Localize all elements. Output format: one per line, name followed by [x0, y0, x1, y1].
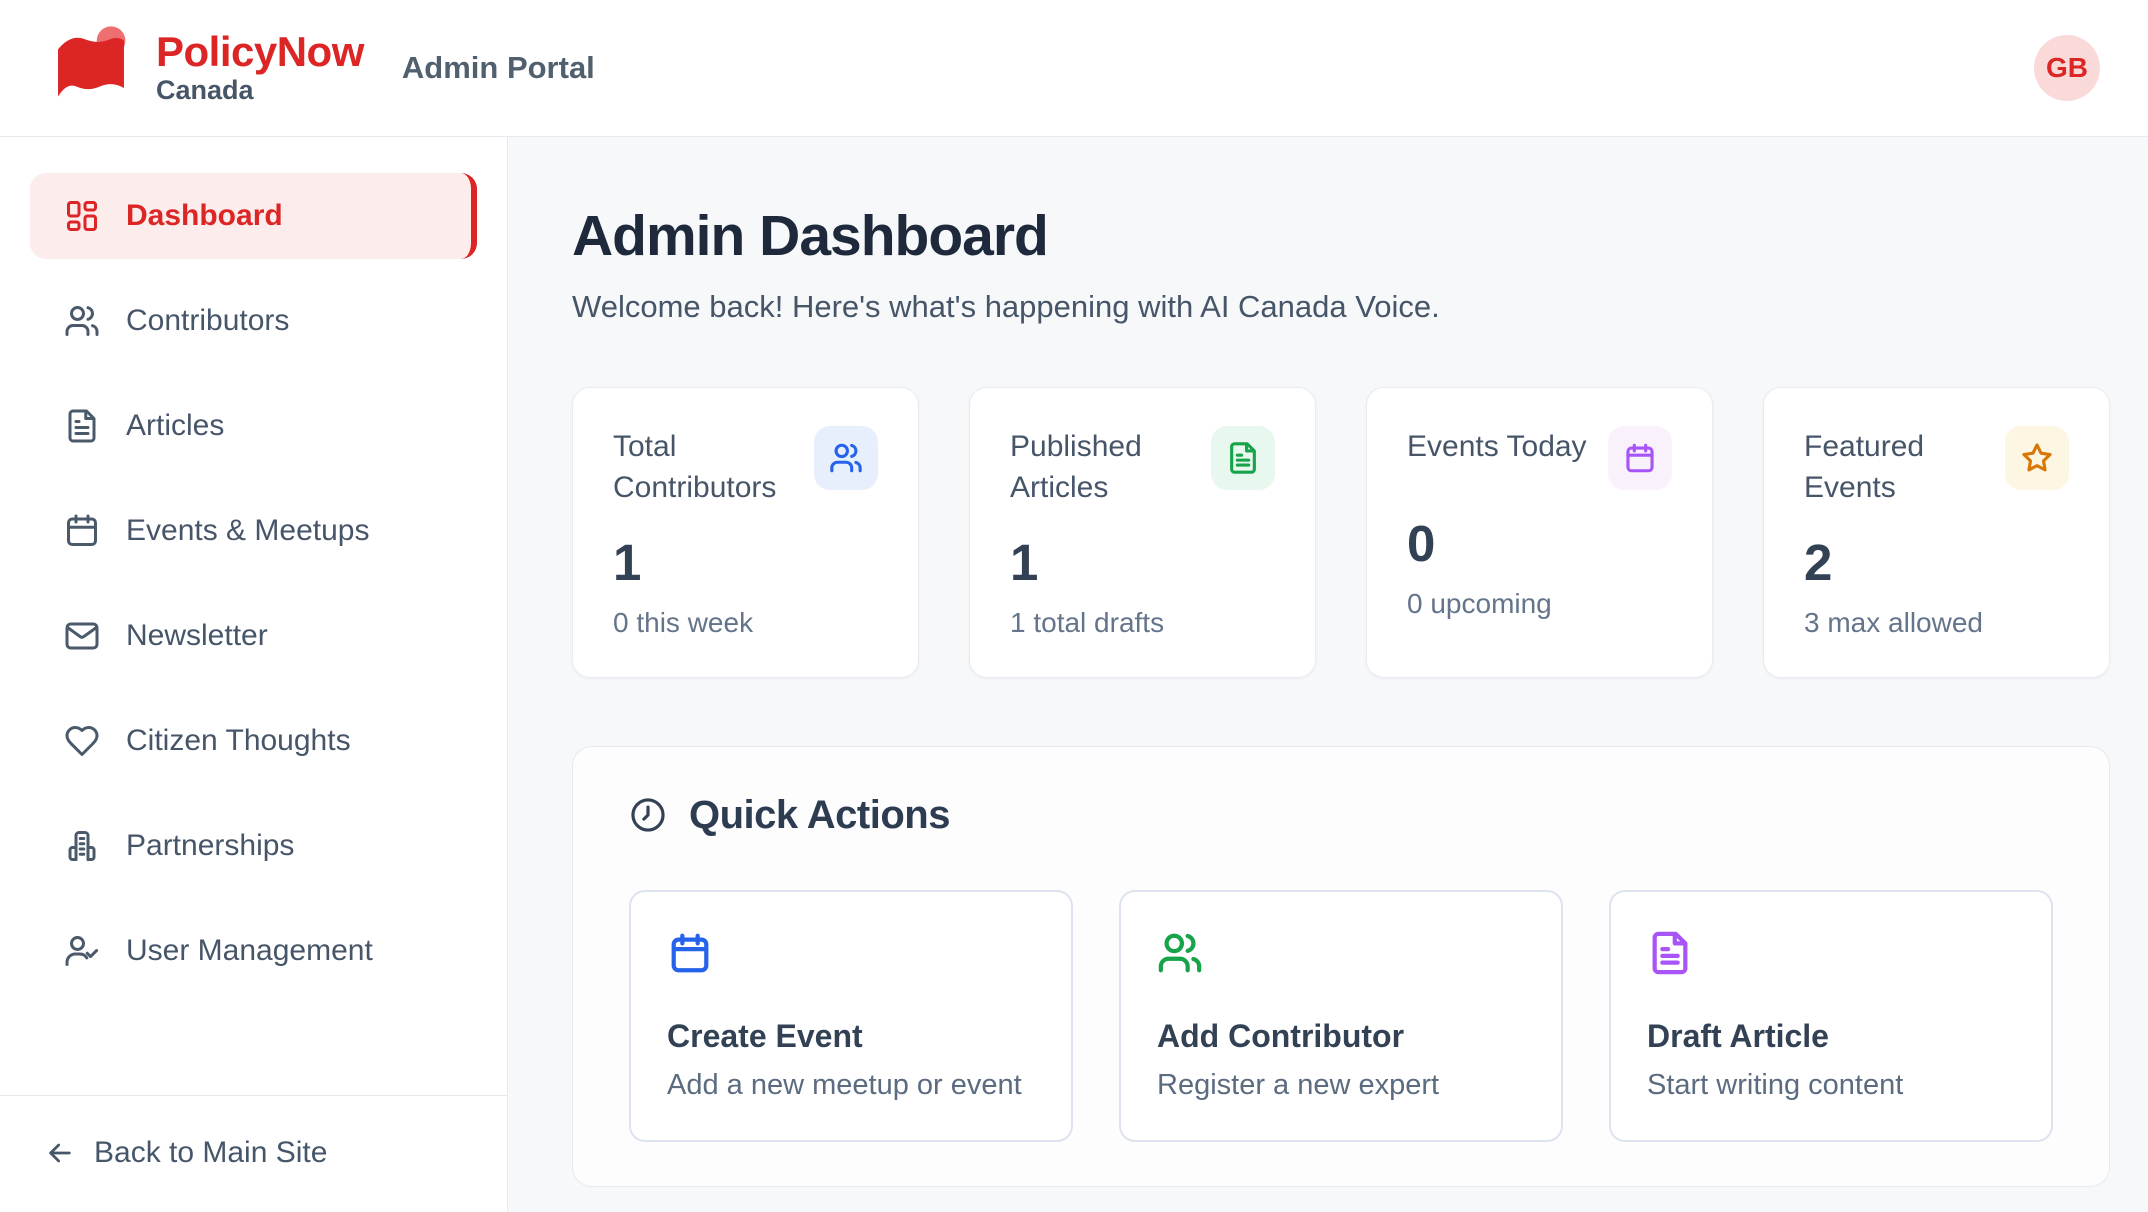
sidebar-item-dashboard[interactable]: Dashboard [30, 173, 477, 259]
calendar-icon [667, 930, 713, 976]
draft-article-card[interactable]: Draft Article Start writing content [1609, 889, 2053, 1142]
stat-value: 1 [1010, 533, 1039, 591]
sidebar-item-label: Citizen Thoughts [126, 724, 351, 757]
back-to-main-site-link[interactable]: Back to Main Site [44, 1136, 463, 1170]
flag-icon [48, 22, 134, 114]
sidebar-item-label: User Management [126, 934, 373, 967]
action-title: Draft Article [1647, 1017, 1829, 1054]
users-icon [1157, 930, 1203, 976]
calendar-icon [64, 513, 100, 549]
sidebar-item-label: Dashboard [126, 199, 283, 232]
users-icon [814, 426, 878, 490]
action-title: Add Contributor [1157, 1017, 1405, 1054]
calendar-icon [1608, 426, 1672, 490]
sidebar-item-citizen-thoughts[interactable]: Citizen Thoughts [30, 698, 477, 784]
stat-card-events-today: Events Today 0 0 upcoming [1366, 387, 1713, 678]
action-subtitle: Register a new expert [1157, 1068, 1440, 1101]
brand-logo-link[interactable]: PolicyNow Canada [48, 22, 364, 114]
file-text-icon [1647, 930, 1693, 976]
brand-text: PolicyNow Canada [156, 30, 364, 106]
file-text-icon [1211, 426, 1275, 490]
sidebar-item-user-management[interactable]: User Management [30, 908, 477, 994]
sidebar-item-partnerships[interactable]: Partnerships [30, 803, 477, 889]
quick-actions-header: Quick Actions [629, 793, 2053, 838]
stat-value: 0 [1407, 515, 1436, 572]
stat-card-total-contributors: Total Contributors 1 0 this week [572, 387, 919, 678]
stat-card-published-articles: Published Articles 1 1 total drafts [969, 387, 1316, 678]
sidebar-item-label: Contributors [126, 304, 290, 337]
users-icon [64, 303, 100, 339]
stats-row: Total Contributors 1 0 this week Publish… [572, 387, 2110, 678]
heart-icon [64, 723, 100, 759]
stat-card-featured-events: Featured Events 2 3 max allowed [1763, 387, 2110, 678]
sidebar-item-newsletter[interactable]: Newsletter [30, 593, 477, 679]
stat-label: Events Today [1407, 430, 1587, 463]
stat-sub: 1 total drafts [1010, 606, 1165, 638]
arrow-left-icon [44, 1137, 76, 1169]
stat-sub: 3 max allowed [1804, 606, 1983, 638]
clock-icon [629, 796, 667, 834]
add-contributor-card[interactable]: Add Contributor Register a new expert [1119, 889, 1563, 1142]
sidebar-footer: Back to Main Site [0, 1095, 507, 1212]
stat-value: 2 [1804, 533, 1833, 591]
quick-actions-panel: Quick Actions Create Event Add a new mee… [572, 745, 2110, 1187]
sidebar: Dashboard Contributors Articles [0, 137, 508, 1212]
file-text-icon [64, 408, 100, 444]
mail-icon [64, 618, 100, 654]
dashboard-icon [64, 198, 100, 234]
quick-actions-grid: Create Event Add a new meetup or event A… [629, 889, 2053, 1142]
stat-label: Featured Events [1804, 430, 1925, 505]
brand-name: PolicyNow [156, 28, 364, 76]
star-icon [2005, 426, 2069, 490]
user-check-icon [64, 933, 100, 969]
main-content: Admin Dashboard Welcome back! Here's wha… [508, 137, 2148, 1212]
page-subtitle: Welcome back! Here's what's happening wi… [572, 289, 1440, 324]
sidebar-item-label: Events & Meetups [126, 514, 370, 547]
top-header: PolicyNow Canada Admin Portal GB [0, 0, 2148, 137]
sidebar-item-label: Articles [126, 409, 225, 442]
sidebar-item-label: Newsletter [126, 619, 268, 652]
page-title: Admin Dashboard [572, 204, 1049, 268]
action-subtitle: Add a new meetup or event [667, 1068, 1022, 1101]
stat-label: Total Contributors [613, 430, 777, 505]
create-event-card[interactable]: Create Event Add a new meetup or event [629, 889, 1073, 1142]
quick-actions-title: Quick Actions [689, 792, 950, 837]
action-title: Create Event [667, 1017, 863, 1054]
sidebar-item-events-meetups[interactable]: Events & Meetups [30, 488, 477, 574]
brand-country: Canada [156, 75, 254, 106]
avatar[interactable]: GB [2034, 35, 2100, 101]
stat-sub: 0 upcoming [1407, 588, 1552, 620]
sidebar-item-contributors[interactable]: Contributors [30, 278, 477, 364]
stat-sub: 0 this week [613, 606, 754, 638]
stat-label: Published Articles [1010, 430, 1142, 505]
action-subtitle: Start writing content [1647, 1068, 1904, 1101]
sidebar-item-label: Partnerships [126, 829, 295, 862]
sidebar-item-articles[interactable]: Articles [30, 383, 477, 469]
building-icon [64, 828, 100, 864]
stat-value: 1 [613, 533, 642, 591]
portal-label: Admin Portal [401, 50, 595, 85]
back-link-label: Back to Main Site [94, 1136, 328, 1169]
